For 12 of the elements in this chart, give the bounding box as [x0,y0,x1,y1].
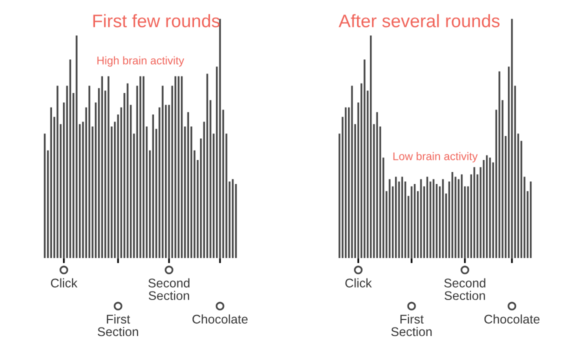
annotation: Low brain activity [393,152,478,162]
x-tick-label: Second Section [444,278,486,300]
x-tick-label: Second Section [148,278,190,300]
chart-title: After several rounds [338,14,500,28]
annotation: High brain activity [97,56,184,67]
x-tick-label: Chocolate [192,314,248,324]
x-tick-label: Click [345,278,372,288]
x-tick-label: First Section [391,314,432,336]
x-tick-label: Click [50,278,78,288]
x-tick-label: Chocolate [484,314,540,324]
x-tick-label: First Section [98,314,138,336]
chart-title: First few rounds [93,14,220,28]
